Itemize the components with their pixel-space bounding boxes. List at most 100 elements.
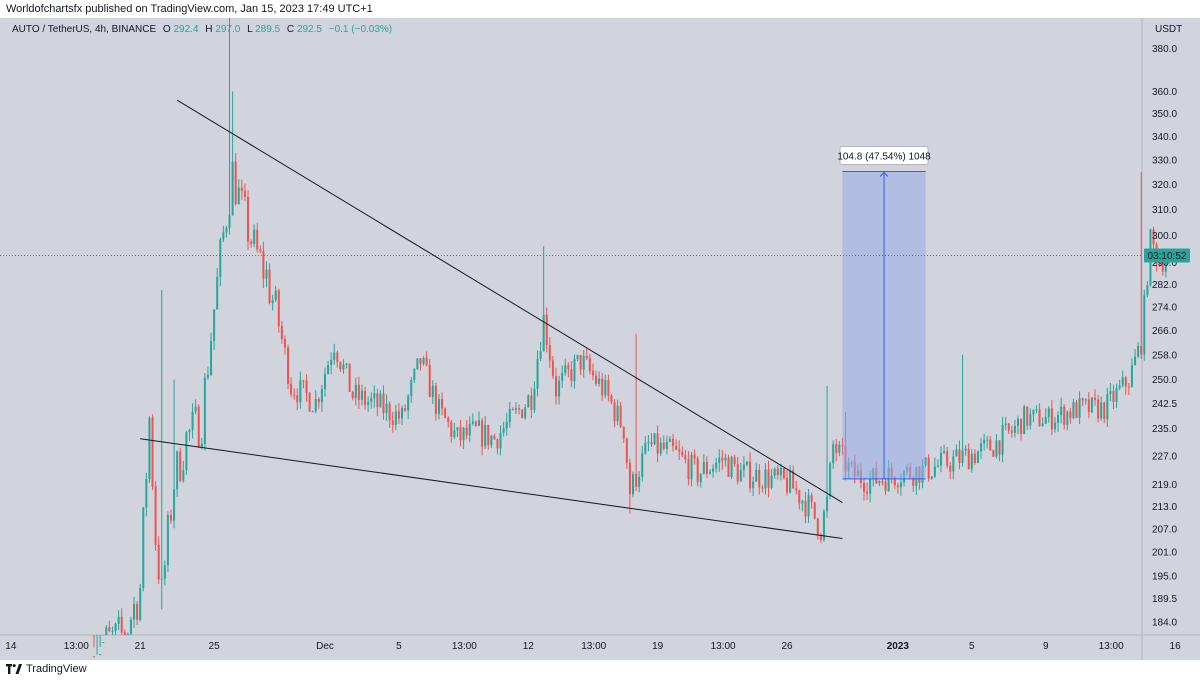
candle-down [896,485,899,488]
legend-low: 289.5 [255,24,280,35]
measure-arrowhead-icon [879,171,889,177]
candle-down [1038,409,1041,426]
candle-down [511,408,514,410]
candle-down [804,500,807,517]
candle-up [878,481,881,484]
candle-up [99,654,102,656]
candle-down [672,438,675,446]
price-axis-currency: USDT [1155,24,1182,35]
candle-up [770,475,773,488]
candle-up [826,496,829,512]
candle-up [176,451,179,490]
price-axis-ticks: 380.0 360.0 350.0 340.0 330.0 320.0 310.0 300.0… [1152,44,1177,628]
candle-down [570,368,573,382]
candle-up [160,578,163,580]
candle-up [1084,399,1087,401]
candle-down [884,481,887,492]
time-tick-label: 5 [396,641,402,652]
candle-up [231,161,234,216]
candle-up [801,500,804,504]
candle-up [468,423,471,436]
plot-background [0,18,1142,635]
candle-up [755,469,758,482]
candle-down [376,393,379,408]
price-tick-label: 201.0 [1152,548,1177,559]
candle-down [240,187,243,191]
candle-down [444,408,447,418]
candle-up [739,470,742,482]
candle-down [705,462,708,474]
legend-close-label: C [287,24,294,35]
candle-up [385,403,388,414]
price-tick-label: 266.0 [1152,326,1177,337]
time-axis-ticks: 14 13:00 21 25 Dec 5 13:00 12 13:00 19 13:00 26 2023… [5,641,1181,652]
countdown-badge [1144,248,1190,263]
tradingview-logo[interactable]: TradingView [6,663,87,675]
candle-down [1010,430,1013,433]
candle-up [1109,391,1112,395]
price-tick-label: 290.0 [1152,258,1177,269]
candle-down [404,407,407,411]
candle-up [573,358,576,382]
candle-up [773,468,776,476]
candle-down [154,486,157,545]
candle-down [863,482,865,492]
candle-up [105,627,108,635]
candle-up [191,411,194,431]
candle-up [742,464,745,471]
candle-down [391,420,394,425]
candle-up [200,443,203,448]
candle-up [961,450,964,463]
candle-up [185,432,188,471]
candle-down [555,376,557,397]
candle-down [428,364,431,397]
candle-down [93,656,95,658]
candle-up [142,507,145,588]
candle-down [693,454,696,459]
candle-down [786,477,788,493]
candle-up [1118,385,1121,389]
candle-up [940,452,942,466]
price-tick-label: 350.0 [1152,109,1177,120]
candle-up [709,471,711,474]
legend-change: −0.1 (−0.03%) [329,24,392,35]
legend-open: 292.4 [173,24,198,35]
time-tick-label: 14 [5,641,17,652]
candle-up [422,357,425,364]
candle-down [287,347,290,384]
candle-down [243,190,246,197]
price-axis-background [1142,18,1200,635]
candle-up [117,616,120,624]
candle-up [394,411,397,425]
candle-up [779,467,782,476]
price-tick-label: 219.0 [1152,480,1177,491]
candle-up [712,468,715,472]
candle-up [699,473,702,483]
upper-trendline[interactable] [176,99,843,504]
candle-down [348,363,351,392]
candle-up [225,227,228,233]
candle-up [1032,409,1035,415]
candle-down [1063,406,1066,425]
candle-down [989,439,992,451]
candle-up [413,368,416,381]
candle-up [745,461,748,465]
candle-up [561,372,564,381]
candle-down [1140,345,1143,355]
price-chart[interactable]: 104.8 (47.54%) 1048 380.0 360.0 350.0 340.0… [0,0,1200,660]
candle-up [203,377,206,444]
measure-tool[interactable]: 104.8 (47.54%) 1048 [837,145,931,480]
candle-down [835,444,838,453]
candle-up [502,428,505,433]
candle-up [490,435,493,446]
candle-down [696,458,699,483]
candle-up [437,399,440,414]
candle-up [431,385,434,397]
candle-up [299,380,302,403]
candle-down [108,627,111,632]
price-tick-label: 213.0 [1152,502,1177,513]
candle-down [613,402,616,422]
candle-up [995,440,998,457]
candle-up [1060,406,1063,416]
lower-trendline[interactable] [140,438,843,539]
